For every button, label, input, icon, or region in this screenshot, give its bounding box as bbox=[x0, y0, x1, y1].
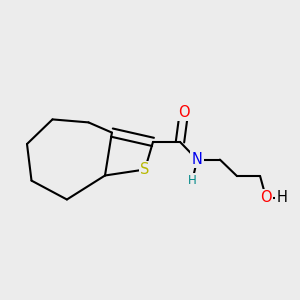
Text: N: N bbox=[192, 152, 203, 167]
Text: H: H bbox=[188, 174, 197, 188]
Text: O: O bbox=[178, 105, 190, 120]
Text: S: S bbox=[140, 162, 150, 177]
Text: H: H bbox=[277, 190, 287, 206]
Text: O: O bbox=[260, 190, 272, 206]
